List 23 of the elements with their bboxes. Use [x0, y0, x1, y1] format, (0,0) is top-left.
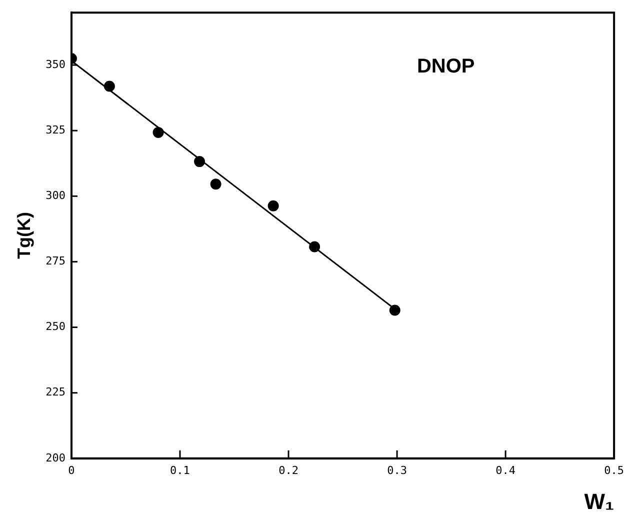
point [268, 200, 279, 212]
point [389, 304, 400, 316]
y-tick-label: 225 [46, 386, 66, 399]
x-axis-title: W₁ [584, 488, 614, 514]
x-tick-label: 0.3 [387, 464, 407, 477]
y-tick-label: 350 [46, 58, 66, 71]
y-axis-title: Tg(K) [14, 212, 34, 259]
y-tick-label: 300 [46, 189, 66, 202]
x-tick-label: 0 [68, 464, 75, 477]
x-tick-label: 0.1 [170, 464, 190, 477]
x-tick-label: 0.4 [496, 464, 516, 477]
point [210, 178, 222, 190]
y-tick-label: 325 [46, 123, 66, 136]
y-tick-label: 200 [46, 451, 66, 464]
x-tick-label: 0.2 [278, 464, 298, 477]
y-tick-label: 275 [46, 254, 66, 268]
point [309, 241, 320, 252]
point [104, 80, 115, 92]
x-tick-label: 0.5 [604, 464, 624, 477]
point [194, 156, 206, 168]
annotation: DNOP [416, 56, 475, 78]
point [152, 126, 164, 138]
y-tick-label: 250 [46, 320, 66, 334]
